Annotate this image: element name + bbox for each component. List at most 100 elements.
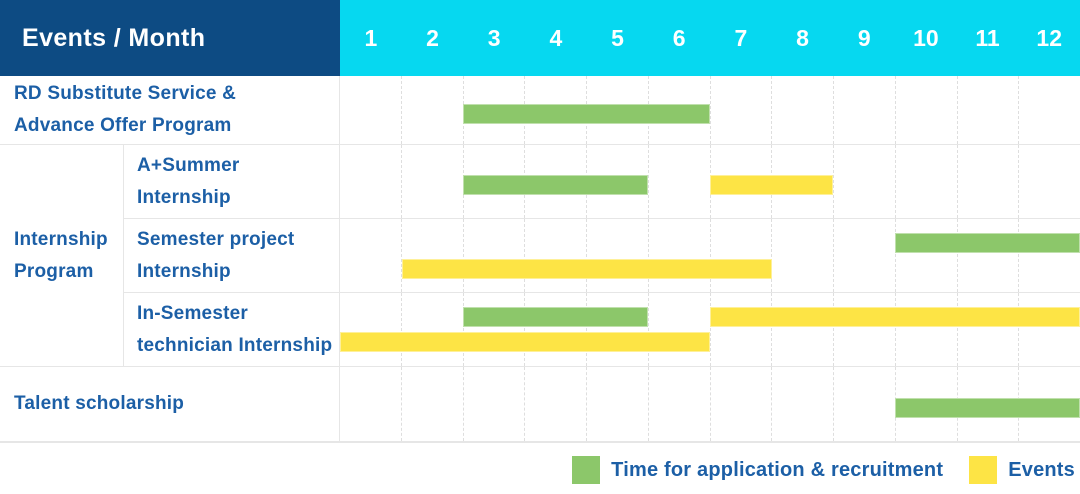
month-grid-cell: [400, 219, 463, 292]
month-grid-cell: [462, 76, 525, 144]
legend: Time for application & recruitment Event…: [572, 456, 1075, 484]
month-grid-cell: [833, 293, 895, 366]
month-header-cell: 5: [611, 25, 624, 51]
month-header-cell: 10: [913, 25, 939, 51]
row-label-line: Advance Offer Program: [14, 115, 232, 136]
month-grid-cell: [586, 293, 648, 366]
month-grid-cell: [524, 367, 586, 441]
row-label-line: Talent scholarship: [14, 393, 185, 414]
group-label: Internship Program: [0, 145, 124, 366]
gantt-bar-yellow: [710, 175, 834, 195]
row-label: Semester project Internship: [124, 219, 340, 292]
month-grid-cell: [894, 145, 957, 218]
legend-label-events: Events: [1008, 458, 1075, 481]
month-header-cell: 7: [734, 25, 748, 51]
month-grid-cell: [709, 76, 772, 144]
row-label: Talent scholarship: [0, 367, 340, 441]
month-grid-cell: [709, 145, 772, 218]
legend-label-application: Time for application & recruitment: [611, 458, 944, 481]
month-grid-cell: [771, 219, 833, 292]
gantt-bar-green: [463, 103, 710, 124]
gantt-bar-yellow: [340, 332, 710, 352]
group-rows: A+Summer Internship Semester project Intern…: [124, 145, 1080, 366]
gantt-bar-green: [895, 233, 1080, 253]
month-grid-cell: [894, 76, 957, 144]
gantt-bar-green: [895, 397, 1080, 418]
month-grid-cell: [1018, 293, 1080, 366]
month-header-cell: 4: [549, 25, 563, 51]
month-header-cell: 8: [796, 25, 809, 51]
month-grid-cell: [709, 293, 772, 366]
month-grid-cell: [340, 367, 401, 441]
month-grid-cell: [400, 293, 463, 366]
month-grid-cell: [647, 367, 710, 441]
month-grid-cell: [400, 76, 463, 144]
month-grid-cell: [1018, 76, 1080, 144]
month-header-cell: 12: [1036, 25, 1063, 51]
gantt-bar-green: [463, 175, 649, 195]
row-chart-area: [340, 367, 1080, 441]
gantt-row: In-Semester technician Internship: [124, 293, 1080, 366]
row-chart-area: [340, 293, 1080, 366]
month-grid-cell: [833, 145, 895, 218]
month-grid-cell: [894, 293, 957, 366]
legend-swatch-yellow: [969, 456, 998, 484]
month-grid-cell: [400, 367, 463, 441]
month-header: 1 2 3 4 5 6 7 8 9 10 11 12: [340, 0, 1080, 76]
legend-item-application: Time for application & recruitment: [572, 456, 943, 484]
row-label: In-Semester technician Internship: [124, 293, 340, 366]
month-grid-cell: [647, 293, 710, 366]
month-grid-cell: [833, 76, 895, 144]
gantt-row: A+Summer Internship: [124, 145, 1080, 219]
month-grid-cell: [771, 76, 833, 144]
month-grid-cell: [586, 367, 648, 441]
month-grid-cell: [647, 219, 710, 292]
month-grid-cell: [462, 367, 525, 441]
month-grid-cell: [771, 367, 833, 441]
month-grid-cell: [833, 219, 895, 292]
row-label-line: RD Substitute Service &: [14, 83, 237, 104]
month-grid-cell: [956, 219, 1019, 292]
row-label-line: Semester project: [137, 228, 295, 250]
row-label: A+Summer Internship: [124, 145, 340, 218]
month-grid-cell: [462, 145, 525, 218]
row-group: Internship Program A+Summer Internship Seme…: [0, 145, 1080, 367]
month-grid-cell: [709, 219, 772, 292]
gantt-row: RD Substitute Service & Advance Offer Pro…: [0, 76, 1080, 145]
gantt-bar-yellow: [710, 307, 1080, 327]
month-header-cell: 11: [975, 25, 1000, 51]
gantt-row: Talent scholarship: [0, 367, 1080, 442]
legend-swatch-green: [572, 456, 601, 484]
legend-item-events: Events: [969, 456, 1075, 484]
month-header-cell: 1: [364, 25, 378, 51]
month-header-cell: 9: [857, 25, 871, 51]
row-label-line: In-Semester: [137, 302, 248, 324]
month-grid-cell: [956, 76, 1019, 144]
month-header-cell: 6: [672, 25, 686, 51]
row-chart-area: [340, 145, 1080, 218]
month-grid-cell: [956, 293, 1019, 366]
row-chart-area: [340, 76, 1080, 144]
month-grid-cell: [400, 145, 463, 218]
month-grid-cell: [647, 145, 710, 218]
month-grid-cell: [340, 219, 401, 292]
month-grid-cell: [833, 367, 895, 441]
gantt-table: Events / Month 1 2 3 4 5 6 7 8 9 10 11 12 RD Substi…: [0, 0, 1080, 443]
month-grid-cell: [340, 145, 401, 218]
month-grid-cell: [956, 145, 1019, 218]
gantt-row: Semester project Internship: [124, 219, 1080, 293]
month-grid-cell: [1018, 145, 1080, 218]
row-label-line: Internship: [137, 186, 231, 208]
month-header-cell: 2: [426, 25, 439, 51]
month-grid-cell: [1018, 219, 1080, 292]
table-header: Events / Month 1 2 3 4 5 6 7 8 9 10 11 12: [0, 0, 1080, 76]
month-grid-cell: [771, 293, 833, 366]
month-grid-cell: [586, 219, 648, 292]
row-label-line: Internship: [137, 260, 231, 282]
row-label-line: technician Internship: [137, 334, 333, 356]
row-label: RD Substitute Service & Advance Offer Pro…: [0, 76, 340, 144]
month-header-cell: 3: [487, 25, 501, 51]
row-chart-area: [340, 219, 1080, 292]
gantt-body: RD Substitute Service & Advance Offer Pro…: [0, 76, 1080, 442]
gantt-bar-green: [463, 307, 649, 327]
